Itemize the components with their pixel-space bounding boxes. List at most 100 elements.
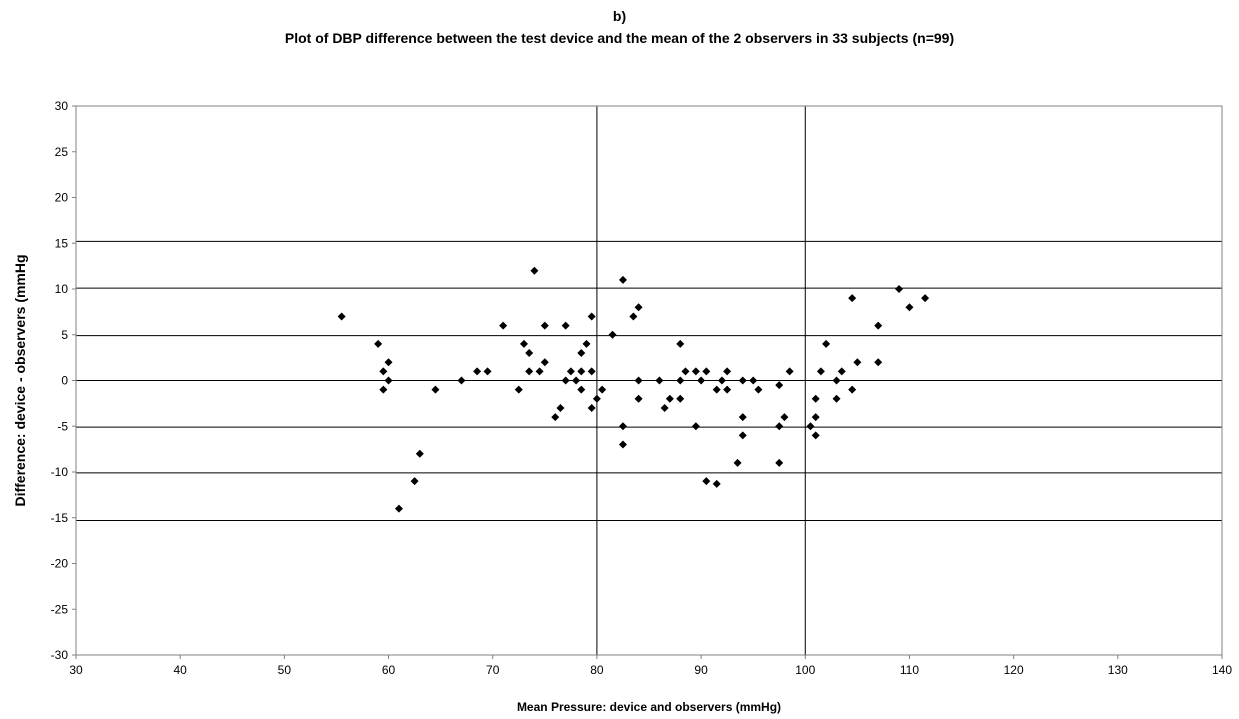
y-tick-label: -25 [51, 602, 69, 616]
data-point [577, 349, 586, 358]
data-point [530, 266, 539, 275]
data-point [775, 381, 784, 390]
y-axis-label: Difference: device - observers (mmHg [12, 254, 28, 506]
data-point [577, 367, 586, 376]
data-point [582, 339, 591, 348]
data-point [691, 367, 700, 376]
data-point [754, 385, 763, 394]
data-point [874, 321, 883, 330]
data-point [473, 367, 482, 376]
data-point [457, 376, 466, 385]
data-point [561, 321, 570, 330]
data-point [738, 413, 747, 422]
data-point [535, 367, 544, 376]
data-point [853, 358, 862, 367]
y-tick-label: -20 [51, 557, 69, 571]
data-point [525, 367, 534, 376]
data-point [738, 376, 747, 385]
x-tick-label: 60 [382, 663, 396, 677]
data-point [394, 504, 403, 513]
y-tick-label: -10 [51, 465, 69, 479]
data-point [775, 422, 784, 431]
data-point [379, 367, 388, 376]
chart-title: Plot of DBP difference between the test … [284, 30, 955, 46]
y-tick-label: 20 [55, 191, 69, 205]
x-tick-label: 30 [69, 663, 83, 677]
data-point [806, 422, 815, 431]
data-point [587, 312, 596, 321]
y-tick-label: 15 [55, 236, 69, 250]
data-point [551, 413, 560, 422]
data-point [681, 367, 690, 376]
data-point [556, 403, 565, 412]
data-point [665, 394, 674, 403]
data-point [702, 477, 711, 486]
x-tick-label: 110 [900, 663, 919, 677]
data-point [379, 385, 388, 394]
data-point [717, 376, 726, 385]
data-point [921, 294, 930, 303]
data-point [816, 367, 825, 376]
data-point [483, 367, 492, 376]
vertical-reference-lines [596, 106, 806, 655]
y-tick-label: -15 [51, 511, 69, 525]
x-axis-label: Mean Pressure: device and observers (mmH… [517, 700, 781, 714]
data-point [499, 321, 508, 330]
data-point [697, 376, 706, 385]
data-point [676, 376, 685, 385]
data-point [598, 385, 607, 394]
data-point [592, 394, 601, 403]
data-points [337, 266, 930, 513]
data-point [608, 330, 617, 339]
data-point [384, 358, 393, 367]
x-tick-label: 120 [1004, 663, 1024, 677]
x-tick-label: 140 [1212, 663, 1232, 677]
data-point [572, 376, 581, 385]
data-point [374, 339, 383, 348]
data-point [832, 394, 841, 403]
x-tick-label: 90 [694, 663, 708, 677]
y-tick-label: 5 [61, 328, 68, 342]
x-tick-label: 50 [278, 663, 292, 677]
data-point [811, 431, 820, 440]
data-point [618, 440, 627, 449]
data-point [540, 358, 549, 367]
data-point [733, 458, 742, 467]
data-point [660, 403, 669, 412]
data-point [634, 376, 643, 385]
data-point [822, 339, 831, 348]
data-point [634, 394, 643, 403]
data-point [676, 339, 685, 348]
data-point [561, 376, 570, 385]
data-point [577, 385, 586, 394]
data-point [749, 376, 758, 385]
data-point [655, 376, 664, 385]
data-point [587, 367, 596, 376]
data-point [384, 376, 393, 385]
data-point [837, 367, 846, 376]
x-tick-label: 100 [795, 663, 815, 677]
y-tick-label: -30 [51, 648, 69, 662]
x-tick-label: 80 [590, 663, 604, 677]
y-tick-label: -5 [57, 419, 68, 433]
data-point [618, 275, 627, 284]
data-point [676, 394, 685, 403]
data-point [514, 385, 523, 394]
chart-title-prefix: b) [612, 8, 627, 24]
data-point [905, 303, 914, 312]
data-point [723, 385, 732, 394]
data-point [811, 394, 820, 403]
data-point [587, 403, 596, 412]
data-point [738, 431, 747, 440]
data-point [785, 367, 794, 376]
data-point [712, 479, 721, 488]
data-point [629, 312, 638, 321]
data-point [895, 285, 904, 293]
data-point [775, 458, 784, 467]
data-point [723, 367, 732, 376]
y-tick-label: 25 [55, 145, 69, 159]
data-point [634, 303, 643, 312]
data-point [712, 385, 721, 394]
data-point [410, 477, 419, 486]
